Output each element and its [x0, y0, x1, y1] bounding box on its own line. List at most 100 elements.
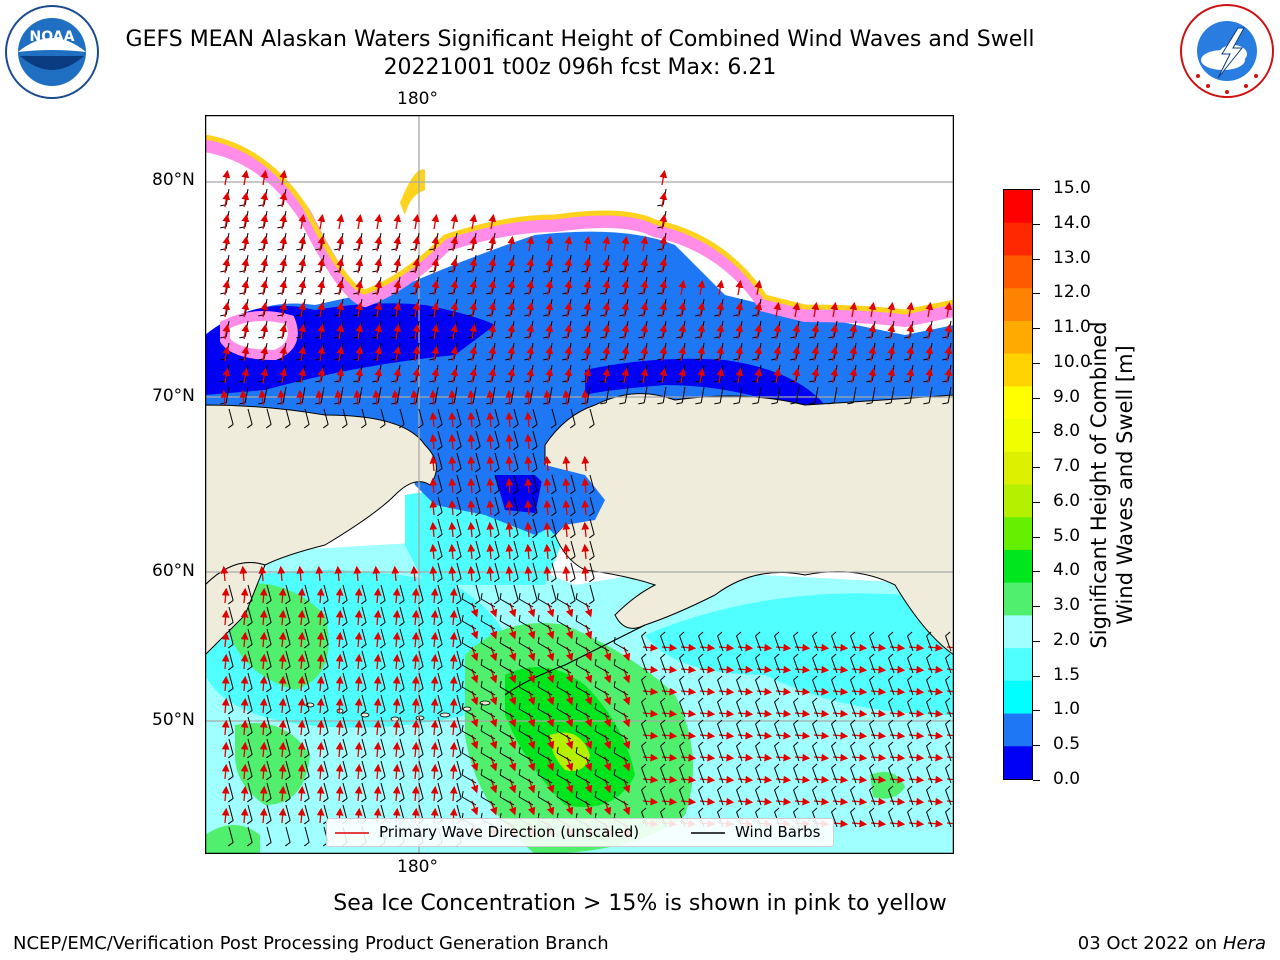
wind-barb [380, 760, 386, 777]
wind-barb [518, 708, 534, 718]
wind-barb-flag [455, 710, 462, 715]
wave-direction-arrow [354, 587, 363, 604]
wave-direction-arrow [258, 389, 267, 406]
wave-direction-arrow [602, 257, 611, 274]
wind-barb-flag [888, 675, 894, 681]
wind-barb-flag [360, 666, 367, 671]
wind-barb-flag [550, 424, 557, 429]
wind-barb-flag [831, 741, 837, 747]
wave-direction-arrow [505, 477, 514, 494]
wind-barb [774, 657, 781, 674]
wind-barb [850, 723, 857, 740]
wind-barb-flag [569, 512, 576, 517]
wind-barb-flag [641, 675, 647, 681]
wave-direction-arrow [317, 323, 326, 340]
wave-direction-arrow [944, 301, 953, 318]
wave-direction-arrow [697, 367, 706, 384]
wave-direction-arrow [545, 323, 554, 340]
wind-barb [888, 679, 895, 696]
wind-barb-flag [436, 710, 443, 715]
wind-barb [613, 752, 629, 762]
colorbar-band [1004, 419, 1032, 453]
wind-barb-flag [493, 600, 500, 605]
wind-barb-flag [322, 600, 329, 605]
wind-barb [437, 540, 443, 557]
wave-direction-arrow [222, 323, 231, 340]
wave-direction-arrow [868, 367, 877, 384]
wind-barb-flag [641, 719, 647, 725]
wind-barb [679, 701, 686, 718]
colorbar [1003, 189, 1033, 780]
wind-barb [418, 694, 424, 711]
wind-barb-flag [284, 688, 291, 693]
sea-ice-edge-yellow [205, 134, 954, 315]
wind-barb-flag [474, 490, 481, 495]
wind-barb [589, 584, 595, 601]
wind-barb [480, 598, 496, 608]
wind-barb-flag [537, 614, 540, 622]
wave-direction-arrow [317, 345, 326, 362]
wind-barb-flag [613, 658, 616, 666]
wind-barb [494, 584, 500, 601]
wave-direction-arrow [374, 213, 383, 230]
wind-barb-flag [660, 631, 666, 637]
wind-barb [613, 730, 629, 740]
wind-barb-flag [499, 658, 502, 666]
wind-barb-flag [945, 631, 951, 637]
wave-direction-arrow [279, 301, 288, 318]
wind-barb-flag [537, 636, 540, 644]
wind-barb [928, 386, 933, 403]
wave-direction-arrow [297, 653, 306, 670]
wind-barb [513, 496, 519, 513]
wind-barb [556, 752, 572, 762]
wave-direction-arrow [259, 719, 268, 736]
colorbar-tick-label: 5.0 [1053, 525, 1081, 546]
wind-barb [736, 635, 743, 652]
noaa-logo-text: NOAA [30, 29, 75, 45]
wave-direction-arrow [868, 301, 877, 318]
wave-direction-arrow [450, 367, 459, 384]
wave-direction-arrow [372, 565, 381, 582]
wave-direction-arrow [315, 389, 324, 406]
wave-direction-arrow [316, 741, 325, 758]
wave-direction-arrow [431, 301, 440, 318]
wind-barb-flag [755, 697, 761, 703]
wind-barb [228, 650, 234, 667]
colorbar-label-line1: Significant Height of Combined [1087, 321, 1111, 649]
lon-label-bottom: 180° [397, 857, 438, 877]
wind-barb-flag [303, 688, 310, 693]
wind-barb [738, 386, 743, 403]
colorbar-band [1004, 680, 1032, 715]
wind-barb [437, 606, 443, 623]
wave-direction-arrow [412, 213, 421, 230]
wave-direction-arrow [241, 213, 250, 230]
wind-barb [641, 701, 648, 718]
wave-direction-arrow [240, 653, 249, 670]
wave-direction-arrow [678, 367, 687, 384]
wave-direction-arrow [526, 279, 535, 296]
wind-barb-flag [588, 578, 595, 583]
wind-barb-flag [888, 719, 894, 725]
wave-direction-arrow [735, 367, 744, 384]
wave-direction-arrow [602, 301, 611, 318]
colorbar-tick-mark [1033, 675, 1040, 677]
wind-barb-flag [493, 490, 500, 495]
wave-direction-arrow [602, 235, 611, 252]
wind-barb [437, 628, 443, 645]
wave-direction-arrow [659, 191, 668, 208]
wind-barb-flag [926, 697, 932, 703]
wind-barb [461, 730, 477, 740]
wave-direction-arrow [374, 257, 383, 274]
wind-barb [888, 723, 895, 740]
wind-barb [660, 701, 667, 718]
wind-barb-flag [512, 468, 519, 473]
wind-barb [437, 694, 443, 711]
wind-barb [888, 745, 895, 762]
wind-barb [774, 701, 781, 718]
colorbar-tick-mark [1033, 328, 1040, 330]
wind-barb-flag [755, 631, 761, 637]
wind-barb-flag [461, 592, 464, 600]
wave-direction-arrow [355, 345, 364, 362]
wave-direction-arrow [335, 763, 344, 780]
wave-direction-arrow [640, 257, 649, 274]
